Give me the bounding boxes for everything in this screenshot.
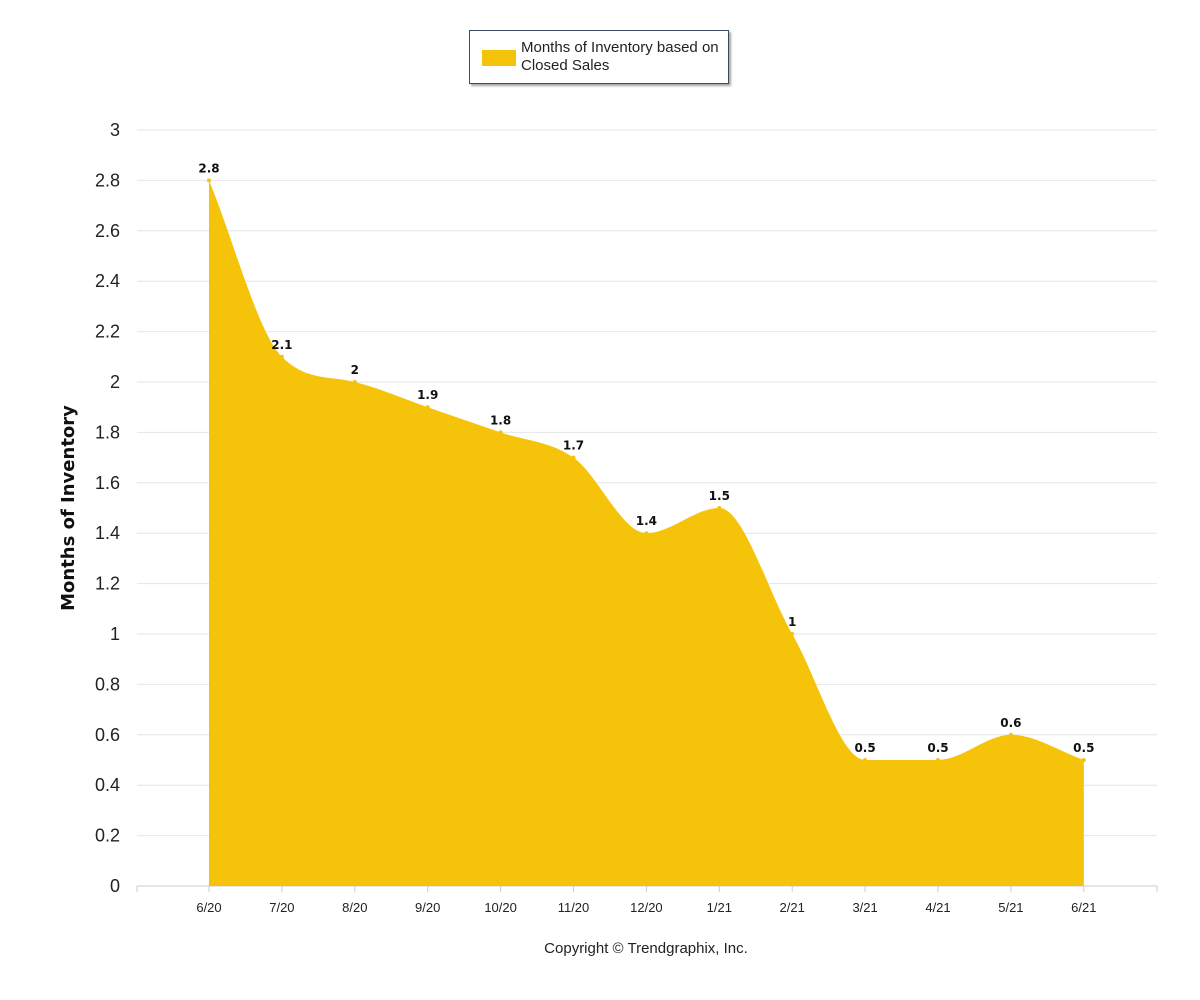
data-point bbox=[644, 531, 649, 536]
y-tick-label: 3 bbox=[110, 120, 120, 140]
y-tick-label: 2.4 bbox=[95, 271, 120, 291]
data-point bbox=[425, 405, 430, 410]
data-label: 1.4 bbox=[636, 514, 657, 528]
data-label: 0.6 bbox=[1000, 716, 1021, 730]
data-label: 1.5 bbox=[709, 489, 730, 503]
x-tick-label: 10/20 bbox=[484, 900, 517, 915]
data-label: 1.9 bbox=[417, 388, 438, 402]
data-point bbox=[571, 455, 576, 460]
y-tick-label: 2.6 bbox=[95, 221, 120, 241]
data-label: 0.5 bbox=[927, 741, 948, 755]
data-label: 2.1 bbox=[271, 338, 292, 352]
y-tick-label: 1 bbox=[110, 624, 120, 644]
x-tick-label: 5/21 bbox=[998, 900, 1023, 915]
y-tick-label: 1.2 bbox=[95, 574, 120, 594]
data-point bbox=[352, 380, 357, 384]
data-point bbox=[1008, 732, 1013, 737]
data-point bbox=[790, 632, 795, 636]
x-tick-label: 6/21 bbox=[1071, 900, 1096, 915]
y-tick-label: 0.4 bbox=[95, 775, 120, 795]
area-series bbox=[209, 180, 1084, 886]
x-tick-label: 1/21 bbox=[707, 900, 732, 915]
y-tick-label: 0 bbox=[110, 876, 120, 896]
data-point bbox=[1081, 758, 1086, 762]
x-tick-label: 2/21 bbox=[780, 900, 805, 915]
data-point bbox=[279, 354, 284, 359]
y-tick-label: 2 bbox=[110, 372, 120, 392]
y-tick-label: 0.6 bbox=[95, 725, 120, 745]
legend: Months of Inventory based on Closed Sale… bbox=[469, 30, 729, 84]
x-tick-label: 11/20 bbox=[558, 900, 590, 915]
x-tick-label: 6/20 bbox=[196, 900, 221, 915]
y-tick-label: 1.6 bbox=[95, 473, 120, 493]
y-tick-label: 2.2 bbox=[95, 322, 120, 342]
x-tick-label: 3/21 bbox=[852, 900, 877, 915]
data-label: 0.5 bbox=[854, 741, 875, 755]
data-labels: 2.8 2.1 2 1.9 1.8 1.7 1.4 1.5 1 0.5 0.5 0.6 0.5 bbox=[198, 161, 1094, 762]
x-tick-label: 7/20 bbox=[269, 900, 294, 915]
data-label: 1.8 bbox=[490, 413, 511, 427]
y-tick-label: 0.2 bbox=[95, 826, 120, 846]
y-axis-ticks: 0 0.2 0.4 0.6 0.8 1 1.2 1.4 1.6 1.8 2 2.2 2.4 2.6 2.8 3 bbox=[95, 120, 120, 896]
copyright-text: Copyright © Trendgraphix, Inc. bbox=[544, 940, 748, 957]
y-tick-label: 0.8 bbox=[95, 674, 120, 694]
area-fill bbox=[209, 180, 1084, 886]
data-point bbox=[498, 430, 503, 435]
data-label: 2.8 bbox=[198, 161, 219, 175]
data-point bbox=[936, 758, 940, 762]
y-axis-title: Months of Inventory bbox=[58, 405, 79, 611]
data-point bbox=[717, 506, 722, 510]
x-tick-label: 8/20 bbox=[342, 900, 367, 915]
data-point bbox=[863, 758, 868, 762]
y-tick-label: 2.8 bbox=[95, 170, 120, 190]
x-tick-label: 9/20 bbox=[415, 900, 440, 915]
x-axis-ticks: 6/20 7/20 8/20 9/20 10/20 11/20 12/20 1/21 2/21 3… bbox=[136, 886, 1158, 915]
y-tick-label: 1.4 bbox=[95, 523, 120, 543]
data-label: 1.7 bbox=[563, 439, 584, 453]
data-label: 1 bbox=[788, 615, 796, 629]
data-label: 0.5 bbox=[1073, 741, 1094, 755]
data-point bbox=[207, 178, 211, 183]
x-tick-label: 4/21 bbox=[925, 900, 950, 915]
y-tick-label: 1.8 bbox=[95, 422, 120, 442]
x-tick-label: 12/20 bbox=[630, 900, 663, 915]
legend-label: Months of Inventory based on Closed Sale… bbox=[521, 39, 719, 74]
legend-swatch bbox=[482, 50, 516, 66]
data-label: 2 bbox=[351, 363, 359, 377]
